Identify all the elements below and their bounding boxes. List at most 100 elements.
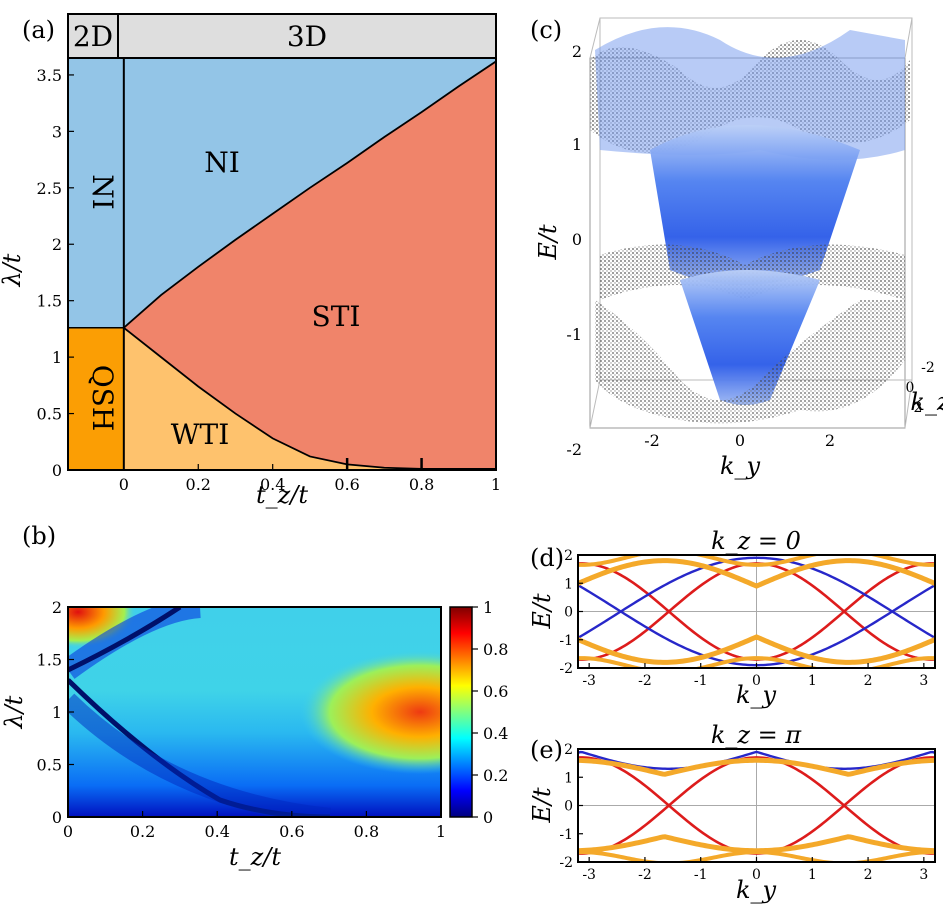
colorbar-tick-label: 0.6: [483, 682, 508, 701]
x-tick-label: 0.2: [130, 822, 155, 841]
boundary-ni-sti: [123, 60, 496, 329]
axes-a: 0 0.2 0.4 0.6 0.8 1 0 0.5 1 1.5 2 2.5 3 3.5: [37, 66, 502, 494]
band-red: [578, 756, 935, 855]
panel-label-c: (c): [530, 16, 562, 44]
panel-label-a: (a): [22, 16, 55, 44]
axes-d: -3 -2 -1 0 1 2 3 -2 -1 0 1 2: [559, 548, 928, 689]
y-tick-label: 0: [564, 605, 573, 621]
y-tick-label: 2: [52, 598, 62, 617]
band-orange: [578, 555, 935, 567]
x-tick-label: 0.4: [204, 822, 229, 841]
x-tick-label: 1: [808, 867, 817, 883]
y-tick-label: 1.5: [37, 651, 62, 670]
xlabel-e: k_y: [736, 876, 777, 904]
y-tick-label: -1: [559, 633, 573, 649]
xlabel-a: t_z/t: [256, 481, 308, 509]
colorbar-ticks: 0 0.2 0.4 0.6 0.8 1: [472, 598, 508, 827]
heatmap-dark-line-upper: [68, 607, 182, 673]
header-2d: 2D: [73, 20, 113, 53]
x-tick-label: -2: [644, 431, 660, 450]
region-2d-ni: [68, 58, 124, 328]
x-tick-label: 0: [752, 867, 761, 883]
x-tick-label: -2: [638, 867, 652, 883]
zlabel-c: k_z: [910, 388, 943, 416]
band-blue: [578, 556, 935, 639]
xlabel-c: k_y: [720, 452, 761, 480]
x-tick-label: 1: [808, 673, 817, 689]
x-tick-label: 3: [919, 867, 928, 883]
y-tick-label: -1: [559, 827, 573, 843]
region-label-wti: WTI: [171, 418, 230, 451]
chart-a: 2D 3D 0 0.2 0.4 0.6 0.8 100.511.522.533.5 NI …: [0, 13, 502, 509]
y-tick-label: 1: [52, 348, 62, 367]
chart-d: -3 -2 -1 0 1 2 3 -2 -1 0 1 2 k_z = 0 k_y E/t: [528, 527, 936, 709]
x-tick-label: 2: [864, 673, 873, 689]
chart-c: -2 -1 0 1 2 -2 0 2 -2 0 2 k_y E/t k_z: [534, 17, 943, 480]
x-tick-label: 0.2: [186, 475, 211, 494]
z-tick-label: 2: [914, 400, 923, 416]
ylabel-d: E/t: [528, 593, 556, 630]
z-tick-label: 0: [906, 380, 915, 396]
y-tick-label: 1: [564, 576, 573, 592]
region-3d-sti: [123, 61, 496, 470]
ylabel-a: λ/t: [0, 253, 26, 287]
surface-band-cone-lower: [680, 270, 820, 405]
bands-d: [578, 555, 935, 668]
panel-label-d: (d): [530, 544, 564, 572]
boundary-wti-sti: [123, 327, 496, 470]
x-tick-label: -3: [582, 673, 596, 689]
x-tick-label: 0.8: [354, 822, 379, 841]
colorbar-tick-label: 0.8: [483, 640, 508, 659]
heatmap-corner-region: [68, 607, 136, 648]
region-label-sti: STI: [312, 300, 361, 333]
ylabel-b: λ/t: [0, 695, 28, 729]
header-3d: 3D: [287, 20, 327, 53]
band-orange: [578, 634, 935, 665]
header-3d-box: [117, 13, 497, 59]
region-label-ni: NI: [204, 146, 240, 179]
y-tick-label: 1.5: [37, 292, 62, 311]
x-tick-label: 2: [825, 431, 835, 450]
region-label-ni-2d: NI: [86, 174, 119, 210]
chart-e: -3 -2 -1 0 1 2 3 -2 -1 0 1 2 k_z = π k_y E/t: [528, 721, 936, 904]
colorbar-tick-label: 0.2: [483, 766, 508, 785]
y-tick-label: 1: [564, 770, 573, 786]
x-tick-label: 0.4: [260, 475, 285, 494]
heatmap: [68, 607, 441, 817]
band-orange: [578, 757, 935, 777]
axes-e: -3 -2 -1 0 1 2 3 -2 -1 0 1 2: [559, 742, 928, 883]
x-tick-label: -2: [638, 673, 652, 689]
y-tick-label: 2: [52, 235, 62, 254]
y-tick-label: 3.5: [37, 66, 62, 85]
y-tick-label: 1: [52, 703, 62, 722]
y-tick-label: 1: [572, 135, 582, 154]
title-d: k_z = 0: [711, 527, 801, 555]
x-tick-label: -3: [582, 867, 596, 883]
ylabel-e: E/t: [528, 787, 556, 824]
xlabel-b: t_z/t: [229, 843, 281, 871]
region-label-qsh: QSH: [86, 365, 119, 432]
region-2d-qsh: [68, 327, 124, 470]
x-tick-label: -1: [694, 673, 708, 689]
y-tick-label: 0: [572, 230, 582, 249]
surface-band-cone-upper: [650, 125, 860, 285]
colorbar: [449, 606, 473, 818]
x-tick-label: 0: [119, 475, 129, 494]
y-tick-label: -1: [566, 325, 582, 344]
region-3d-wti: [123, 327, 496, 470]
y-tick-label: 0: [52, 808, 62, 827]
y-tick-label: 3: [52, 122, 62, 141]
x-tick-label: 1: [436, 822, 446, 841]
x-tick-label: 0.8: [409, 475, 434, 494]
y-tick-label: 2.5: [37, 179, 62, 198]
xlabel-d: k_y: [736, 681, 777, 709]
x-tick-label: 1: [491, 475, 501, 494]
colorbar-tick-label: 0.4: [483, 724, 508, 743]
heatmap-hot-region: [300, 650, 441, 774]
y-tick-label: 2: [564, 548, 573, 564]
y-tick-label: -2: [559, 855, 573, 871]
surface-band-top: [595, 27, 905, 161]
y-tick-label: 0.5: [37, 405, 62, 424]
ylabel-c: E/t: [534, 224, 562, 261]
